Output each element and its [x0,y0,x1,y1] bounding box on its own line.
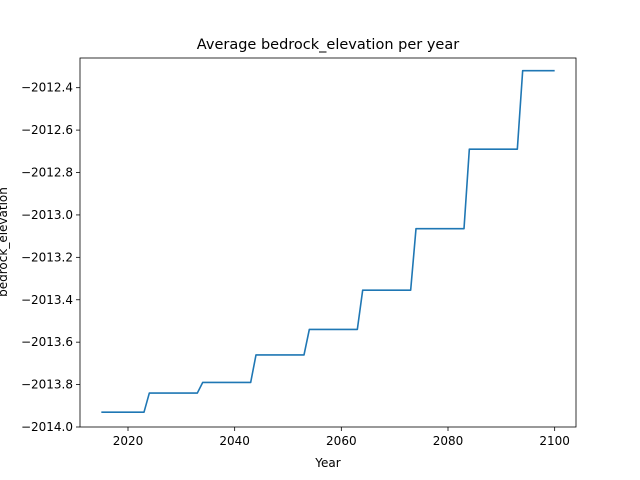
y-tick-label: −2013.4 [21,293,73,307]
x-tick-label: 2100 [539,434,570,448]
y-tick-label: −2013.8 [21,378,73,392]
y-tick-label: −2012.6 [21,123,73,137]
y-tick-label: −2012.4 [21,81,73,95]
series-line-0 [101,69,555,413]
x-tick-label: 2080 [433,434,464,448]
x-axis-title: Year [314,456,340,470]
y-axis-title: bedrock_elevation [0,187,10,297]
chart-title: Average bedrock_elevation per year [197,37,459,53]
x-tick-label: 2040 [219,434,250,448]
x-tick-label: 2020 [113,434,144,448]
plot-area [80,58,576,427]
y-tick-label: −2012.8 [21,166,73,180]
x-axis-ticks: 2020 2040 2060 2080 2100 [113,427,570,448]
y-tick-label: −2013.6 [21,335,73,349]
y-tick-label: −2013.0 [21,208,73,222]
x-tick-label: 2060 [326,434,357,448]
y-axis-ticks: −2014.0 −2013.8 −2013.6 −2013.4 −2013.2 −2013… [21,81,80,434]
plot-frame [79,57,577,428]
y-tick-label: −2013.2 [21,250,73,264]
data-layer [101,69,555,413]
y-tick-label: −2014.0 [21,420,73,434]
